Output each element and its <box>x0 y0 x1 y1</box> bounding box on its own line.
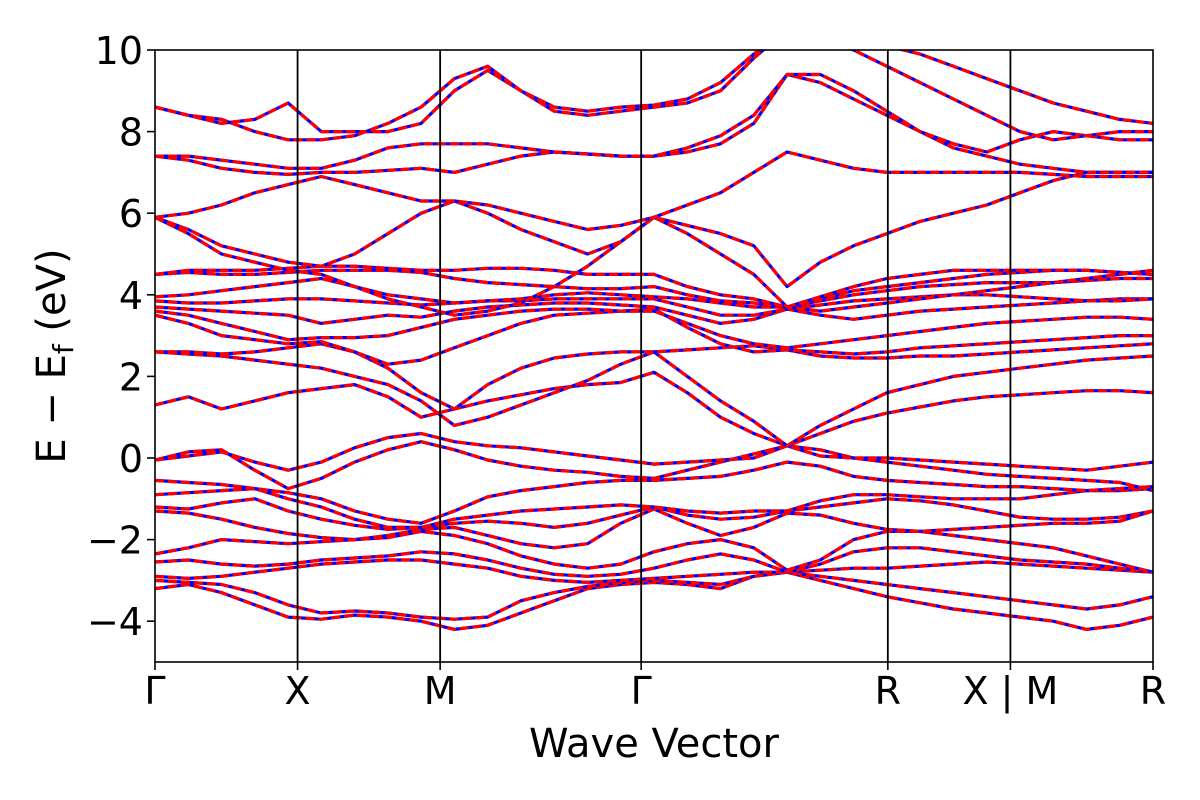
band-13-dashed <box>155 342 1153 411</box>
y-axis-label-main: E − E <box>29 354 75 464</box>
band-14-solid <box>155 307 1153 366</box>
band-25-dashed <box>155 72 1153 170</box>
band-5-dashed <box>155 507 1153 550</box>
band-20-dashed <box>155 264 1153 309</box>
y-tick-label-2: 6 <box>119 192 143 236</box>
band-10-dashed <box>155 431 1153 472</box>
band-22-dashed <box>155 170 1153 289</box>
y-axis: 10 8 6 4 2 0 −2 −4 <box>87 29 155 644</box>
y-tick-label-6: −2 <box>87 519 143 563</box>
y-tick-label-0: 10 <box>95 29 143 73</box>
band-19-dashed <box>155 268 1153 309</box>
band-12-dashed <box>155 350 1153 448</box>
band-24-dashed <box>155 72 1153 176</box>
band-8-dashed <box>155 460 1153 525</box>
band-17-dashed <box>155 293 1153 317</box>
band-15-dashed <box>155 307 1153 350</box>
plot-frame <box>154 49 1154 663</box>
x-tick-label-5: X | M <box>963 669 1059 714</box>
band-16-dashed <box>155 297 1153 325</box>
band-0-dashed <box>155 570 1153 631</box>
high-symmetry-lines <box>296 50 1012 662</box>
y-axis-label-unit: (eV) <box>29 248 75 344</box>
band-11-solid <box>155 370 1153 448</box>
y-tick-label-4: 2 <box>119 355 143 399</box>
x-tick-label-1: X <box>285 669 311 713</box>
band-3-dashed <box>155 546 1153 578</box>
band-23-dashed <box>155 150 1153 232</box>
band-4-dashed <box>155 529 1153 574</box>
y-tick-label-5: 0 <box>119 437 143 481</box>
band-6-dashed <box>155 497 1153 531</box>
band-27-dashed <box>155 50 1153 142</box>
band-18-solid <box>155 276 1153 309</box>
bands-layer <box>155 50 1153 631</box>
y-tick-label-1: 8 <box>119 111 143 155</box>
y-axis-label: E − Ef (eV) <box>29 248 80 463</box>
band-1-dashed <box>155 570 1153 621</box>
x-tick-label-4: R <box>875 669 901 713</box>
band-18-dashed <box>155 276 1153 309</box>
x-axis: Γ X M Γ R X | M R <box>144 662 1166 714</box>
x-tick-label-3: Γ <box>631 669 652 713</box>
band-26-dashed <box>155 50 1153 142</box>
x-tick-label-0: Γ <box>144 669 165 713</box>
band-2-dashed <box>155 558 1153 584</box>
x-tick-label-2: M <box>424 669 457 713</box>
band-14-dashed <box>155 307 1153 366</box>
band-7-dashed <box>155 487 1153 529</box>
x-axis-label: Wave Vector <box>529 721 780 767</box>
band-11-dashed <box>155 370 1153 448</box>
y-tick-label-3: 4 <box>119 274 143 318</box>
band-9-dashed <box>155 440 1153 493</box>
y-tick-label-7: −4 <box>87 600 143 644</box>
band-25-solid <box>155 72 1153 170</box>
x-tick-label-6: R <box>1140 669 1166 713</box>
y-axis-label-sub: f <box>47 343 80 354</box>
